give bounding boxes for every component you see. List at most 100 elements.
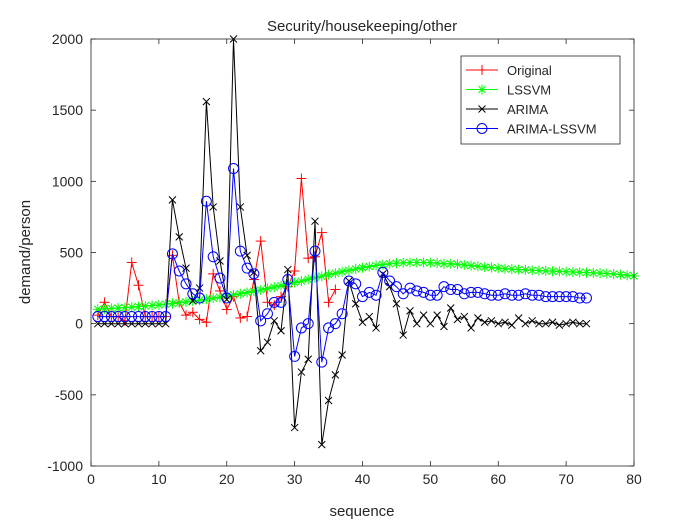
data-point-arima-lssvm bbox=[513, 289, 525, 301]
data-point-lssvm bbox=[323, 269, 334, 280]
data-point-arima-lssvm bbox=[126, 311, 138, 323]
data-point-lssvm bbox=[303, 274, 314, 285]
x-tick-label: 80 bbox=[626, 471, 642, 487]
series-line-arima-lssvm bbox=[97, 168, 587, 363]
data-point-lssvm bbox=[371, 260, 382, 271]
data-point-arima-lssvm bbox=[194, 292, 206, 304]
data-point-lssvm bbox=[276, 280, 287, 291]
data-point-arima-lssvm bbox=[431, 289, 443, 301]
data-point-arima-lssvm bbox=[282, 274, 294, 286]
data-point-lssvm bbox=[167, 298, 178, 309]
axis-layer: 0 10 20 30 40 50 60 70 80 -1000 -500 0 500 1000 1500 20… bbox=[47, 31, 642, 487]
data-point-arima bbox=[528, 316, 537, 325]
data-point-arima bbox=[256, 346, 265, 355]
data-point-lssvm bbox=[432, 258, 443, 269]
x-axis-label: sequence bbox=[329, 503, 394, 520]
data-point-lssvm bbox=[466, 260, 477, 271]
data-point-arima-lssvm bbox=[160, 311, 172, 323]
data-point-original bbox=[330, 284, 341, 295]
legend-label: ARIMA-LSSVM bbox=[507, 122, 597, 137]
data-point-arima-lssvm bbox=[540, 291, 552, 303]
data-point-lssvm bbox=[567, 266, 578, 277]
data-point-arima-lssvm bbox=[180, 278, 192, 290]
x-tick-label: 20 bbox=[219, 471, 235, 487]
x-tick-label: 10 bbox=[151, 471, 167, 487]
data-point-original bbox=[262, 297, 273, 308]
data-point-lssvm bbox=[309, 272, 320, 283]
data-point-original bbox=[316, 227, 327, 238]
data-point-arima bbox=[290, 423, 299, 432]
data-point-arima bbox=[433, 311, 442, 319]
data-point-arima bbox=[283, 265, 292, 274]
data-point-arima-lssvm bbox=[404, 282, 416, 294]
data-point-arima-lssvm bbox=[424, 289, 436, 301]
data-point-lssvm bbox=[126, 302, 137, 313]
data-point-arima-lssvm bbox=[418, 286, 430, 298]
data-point-arima-lssvm bbox=[567, 291, 579, 303]
data-point-arima-lssvm bbox=[255, 315, 267, 327]
data-point-lssvm bbox=[445, 258, 456, 269]
x-tick-label: 30 bbox=[287, 471, 303, 487]
data-point-original bbox=[221, 304, 232, 315]
legend-label: Original bbox=[507, 63, 552, 78]
x-tick-label: 50 bbox=[423, 471, 439, 487]
series-arima-lssvm bbox=[92, 163, 592, 368]
data-point-lssvm bbox=[289, 277, 300, 288]
data-point-arima bbox=[460, 312, 469, 321]
data-point-lssvm bbox=[262, 283, 273, 294]
legend-label: LSSVM bbox=[507, 83, 551, 98]
data-point-arima-lssvm bbox=[248, 268, 260, 280]
data-point-arima-lssvm bbox=[519, 288, 531, 300]
y-tick-label: -500 bbox=[55, 387, 83, 403]
data-point-lssvm bbox=[296, 276, 307, 287]
data-point-arima bbox=[575, 319, 584, 328]
data-point-original bbox=[235, 312, 246, 323]
data-point-arima bbox=[324, 396, 333, 405]
data-point-arima bbox=[358, 318, 367, 327]
data-point-arima bbox=[372, 324, 380, 332]
x-tick-label: 60 bbox=[490, 471, 506, 487]
data-point-arima-lssvm bbox=[397, 288, 409, 300]
data-point-arima bbox=[501, 318, 509, 327]
data-point-arima bbox=[351, 299, 360, 308]
data-point-arima-lssvm bbox=[499, 288, 511, 300]
data-point-original bbox=[187, 307, 198, 318]
legend-marker bbox=[477, 65, 487, 75]
y-tick-label: 0 bbox=[75, 316, 83, 332]
data-point-arima bbox=[426, 319, 435, 328]
data-point-arima-lssvm bbox=[200, 195, 212, 207]
data-point-arima bbox=[412, 319, 421, 328]
data-point-lssvm bbox=[479, 262, 490, 273]
data-point-arima bbox=[555, 321, 564, 329]
data-point-arima-lssvm bbox=[411, 285, 423, 297]
data-point-lssvm bbox=[581, 267, 592, 278]
y-tick-label: 2000 bbox=[52, 31, 83, 47]
data-point-original bbox=[194, 314, 205, 325]
y-tick-label: -1000 bbox=[47, 458, 83, 474]
data-point-arima-lssvm bbox=[479, 288, 491, 300]
data-point-original bbox=[201, 317, 212, 328]
data-point-lssvm bbox=[255, 284, 266, 295]
data-point-arima bbox=[562, 319, 570, 328]
data-point-arima-lssvm bbox=[268, 296, 280, 308]
data-point-lssvm bbox=[615, 269, 626, 280]
data-point-arima bbox=[467, 324, 475, 332]
data-point-arima-lssvm bbox=[492, 289, 504, 301]
data-point-arima bbox=[548, 318, 557, 327]
data-point-arima bbox=[494, 319, 503, 328]
data-point-arima bbox=[182, 264, 190, 273]
data-point-arima bbox=[507, 321, 516, 329]
data-point-arima bbox=[446, 304, 455, 312]
data-point-arima-lssvm bbox=[390, 281, 402, 293]
data-point-lssvm bbox=[357, 262, 368, 273]
data-point-arima-lssvm bbox=[112, 311, 124, 323]
data-point-lssvm bbox=[153, 299, 164, 310]
data-point-arima-lssvm bbox=[384, 275, 396, 287]
legend-marker bbox=[477, 84, 487, 95]
data-point-arima-lssvm bbox=[465, 286, 477, 298]
data-point-arima bbox=[541, 319, 550, 328]
data-point-original bbox=[242, 311, 253, 322]
legend-marker bbox=[476, 123, 488, 134]
data-point-lssvm bbox=[160, 299, 171, 310]
